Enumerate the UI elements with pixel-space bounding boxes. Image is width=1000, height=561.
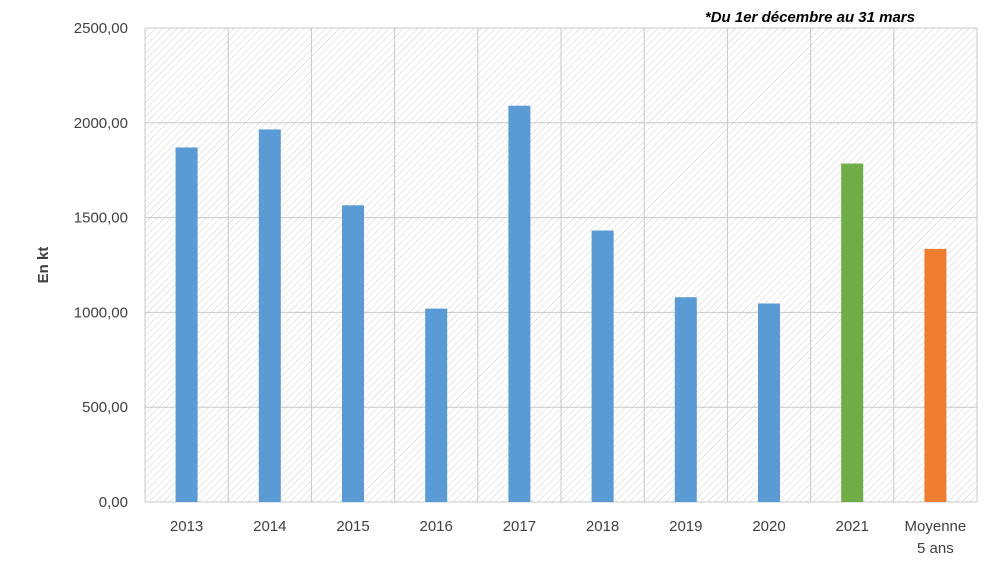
bar xyxy=(674,297,697,502)
y-tick-label: 1500,00 xyxy=(74,210,128,227)
x-tick-label: 5 ans xyxy=(917,540,954,557)
x-tick-label: 2018 xyxy=(586,518,619,535)
y-axis-ticks: 0,00 500,00 1000,00 1500,00 2000,00 2500,00 xyxy=(74,20,128,511)
gridlines xyxy=(144,27,978,503)
y-tick-label: 2000,00 xyxy=(74,115,128,132)
bar xyxy=(508,105,531,503)
x-tick-label: 2019 xyxy=(669,518,702,535)
y-tick-label: 500,00 xyxy=(82,399,128,416)
bar xyxy=(758,303,780,502)
bar xyxy=(175,147,198,502)
y-tick-label: 2500,00 xyxy=(74,20,128,37)
bar xyxy=(258,129,281,502)
y-axis-label: En kt xyxy=(35,247,52,284)
chart-annotation: *Du 1er décembre au 31 mars xyxy=(705,9,915,26)
bar xyxy=(841,163,864,502)
y-tick-label: 0,00 xyxy=(99,494,128,511)
x-axis-ticks: 2013 2014 2015 2016 2017 2018 2019 2020 2021 Moye… xyxy=(170,518,966,557)
x-tick-label: 2016 xyxy=(420,518,453,535)
x-tick-label: 2014 xyxy=(253,518,286,535)
bar xyxy=(924,248,947,502)
bar xyxy=(425,308,448,502)
x-tick-label: 2013 xyxy=(170,518,203,535)
bars xyxy=(175,105,947,503)
x-tick-label: 2015 xyxy=(336,518,369,535)
bar xyxy=(342,205,364,502)
x-tick-label: 2017 xyxy=(503,518,536,535)
x-tick-label: 2021 xyxy=(836,518,869,535)
bar xyxy=(591,230,614,502)
x-tick-label: 2020 xyxy=(752,518,785,535)
x-tick-label: Moyenne xyxy=(905,518,967,535)
y-tick-label: 1000,00 xyxy=(74,304,128,321)
